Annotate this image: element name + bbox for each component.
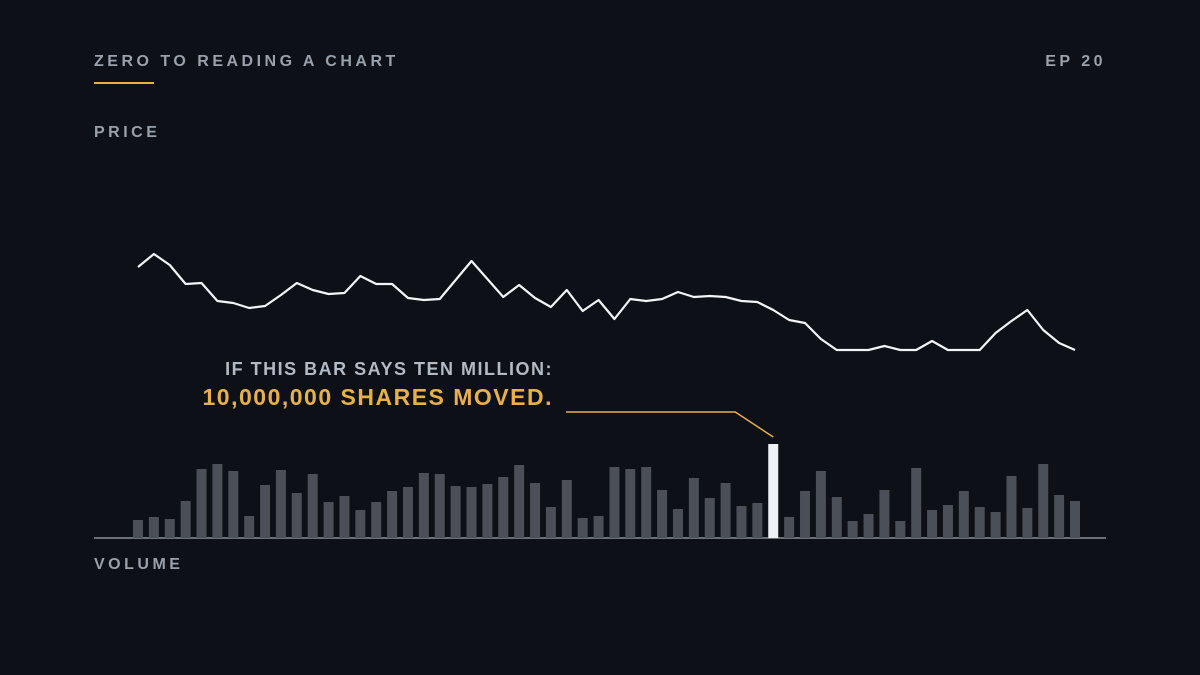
volume-bar — [1070, 501, 1080, 538]
volume-bar — [704, 498, 715, 538]
volume-bar — [482, 484, 493, 538]
volume-bar — [323, 502, 334, 538]
volume-bar — [291, 493, 302, 538]
volume-bar — [498, 477, 509, 538]
volume-label: VOLUME — [94, 556, 183, 573]
volume-bar — [371, 502, 382, 538]
volume-bar — [895, 521, 906, 538]
volume-bar — [307, 474, 318, 538]
annotation-line2: 10,000,000 SHARES MOVED. — [203, 384, 553, 410]
volume-bar — [402, 487, 413, 538]
volume-bar — [784, 517, 795, 538]
annotation-leader — [566, 411, 774, 438]
volume-bar — [133, 520, 143, 538]
volume-bar — [545, 507, 556, 538]
volume-bar — [609, 467, 620, 538]
volume-bar — [418, 473, 429, 538]
volume-bar — [260, 485, 271, 538]
price-label: PRICE — [94, 124, 160, 141]
volume-bar — [450, 486, 461, 538]
volume-bar — [641, 467, 652, 538]
price-line — [137, 252, 1076, 352]
volume-bar — [387, 491, 398, 538]
volume-bar — [244, 516, 255, 538]
highlight-bar — [768, 444, 779, 538]
volume-bar — [974, 507, 985, 538]
volume-bar — [514, 465, 525, 538]
volume-bar — [847, 521, 858, 538]
volume-bar — [577, 518, 588, 538]
volume-bar — [1054, 495, 1065, 538]
volume-bar — [196, 469, 207, 538]
volume-bar — [831, 497, 842, 538]
volume-bar — [688, 478, 699, 538]
volume-bar — [800, 491, 811, 538]
volume-bar — [958, 491, 969, 538]
volume-bar — [180, 501, 191, 538]
volume-bar — [879, 490, 890, 538]
volume-bar — [355, 510, 366, 538]
volume-bar — [339, 496, 350, 538]
volume-bar — [736, 506, 747, 538]
annotation-line1: IF THIS BAR SAYS TEN MILLION: — [225, 359, 553, 379]
volume-bar — [228, 471, 239, 538]
volume-bar — [1006, 476, 1017, 538]
volume-bar — [561, 480, 572, 538]
series-title: ZERO TO READING A CHART — [94, 53, 399, 70]
volume-bar — [672, 509, 683, 538]
volume-bar — [148, 517, 159, 538]
volume-bar — [212, 464, 223, 538]
episode: EP 20 — [1045, 53, 1106, 70]
volume-bar — [593, 516, 604, 538]
volume-bar — [434, 474, 445, 538]
volume-bar — [927, 510, 938, 538]
volume-bar — [752, 503, 763, 538]
volume-bar — [863, 514, 874, 538]
volume-bar — [625, 469, 636, 538]
volume-bar — [911, 468, 922, 538]
volume-bar — [275, 470, 286, 538]
volume-bar — [1022, 508, 1033, 538]
volume-bar — [657, 490, 668, 538]
volume-bar — [990, 512, 1001, 538]
volume-bar — [720, 483, 731, 538]
volume-bar — [815, 471, 826, 538]
volume-bar — [942, 505, 953, 538]
volume-bar — [530, 483, 541, 538]
volume-bar — [1038, 464, 1049, 538]
volume-bar — [164, 519, 175, 538]
volume-bar — [466, 487, 477, 538]
